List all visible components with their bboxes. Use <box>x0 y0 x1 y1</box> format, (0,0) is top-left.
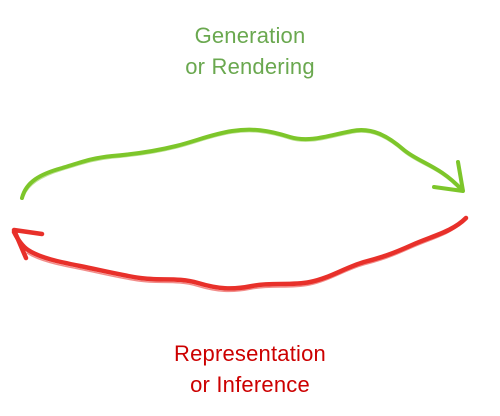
top-arrow-head <box>432 160 465 193</box>
top-label: Generation or Rendering <box>0 20 500 82</box>
bottom-label-line-2: or Inference <box>190 372 310 397</box>
top-arrow <box>20 127 465 200</box>
bottom-arrow <box>11 215 469 293</box>
top-label-line-1: Generation <box>194 23 306 48</box>
bottom-label-line-1: Representation <box>173 341 326 366</box>
top-arrow-shaft <box>20 127 464 200</box>
top-arrow-shaft-shadow <box>23 130 461 197</box>
bottom-arrow-head <box>11 227 45 261</box>
bottom-label: Representation or Inference <box>0 338 500 400</box>
bottom-arrow-shaft <box>11 215 469 291</box>
top-label-line-2: or Rendering <box>185 54 315 79</box>
bottom-arrow-shaft-shadow <box>26 220 465 293</box>
